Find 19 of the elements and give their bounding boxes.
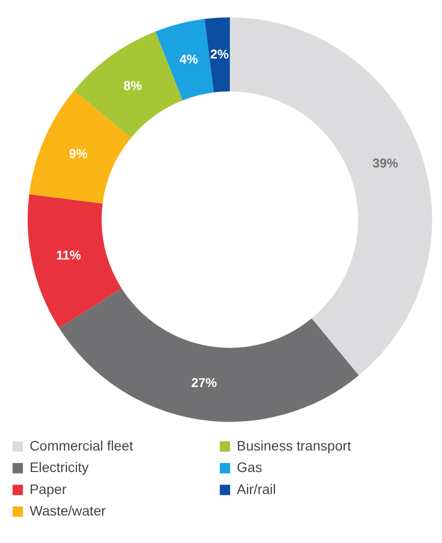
data-label: 2% bbox=[210, 46, 230, 62]
data-label: 8% bbox=[123, 78, 143, 93]
legend-label: Waste/water bbox=[30, 502, 106, 519]
donut-slice bbox=[59, 288, 359, 422]
donut-slice bbox=[204, 17, 230, 92]
legend-label: Commercial fleet bbox=[30, 437, 134, 454]
data-label: 4% bbox=[180, 51, 199, 66]
data-label: 9% bbox=[68, 146, 88, 161]
legend-label: Gas bbox=[236, 459, 262, 476]
donut-slice bbox=[230, 17, 432, 376]
data-label: 27% bbox=[191, 374, 218, 390]
donut-slice bbox=[28, 194, 122, 328]
legend-label: Electricity bbox=[30, 459, 89, 476]
legend-label: Business transport bbox=[236, 437, 352, 454]
legend-label: Air/rail bbox=[236, 480, 276, 497]
data-label: 39% bbox=[372, 156, 399, 171]
data-label: 11% bbox=[56, 248, 82, 263]
donut-slice bbox=[29, 90, 132, 204]
legend-label: Paper bbox=[30, 480, 67, 497]
